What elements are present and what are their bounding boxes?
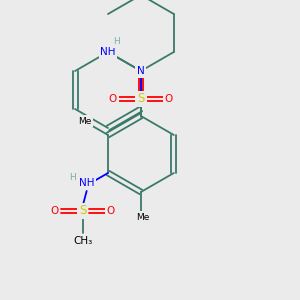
Text: NH: NH [79,178,94,188]
Text: S: S [137,92,145,106]
Text: O: O [51,206,59,216]
Text: CH₃: CH₃ [73,236,92,246]
Text: Me: Me [78,116,92,125]
Text: S: S [79,205,86,218]
Text: N: N [137,66,145,76]
Text: H: H [69,173,76,182]
Text: O: O [106,206,115,216]
Text: Me: Me [136,212,150,221]
Text: NH: NH [100,47,116,57]
Text: H: H [112,38,119,46]
Text: O: O [137,94,145,104]
Text: O: O [109,94,117,104]
Text: O: O [165,94,173,104]
